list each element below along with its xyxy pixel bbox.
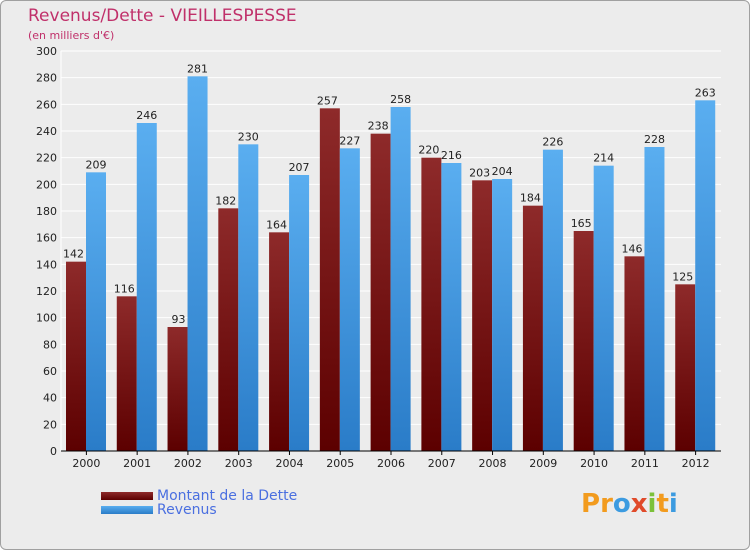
data-label-revenus-2002: 281 <box>187 62 208 75</box>
data-label-debt-2003: 182 <box>215 194 236 207</box>
y-tick-label: 120 <box>36 285 57 298</box>
legend-item-revenus: Revenus <box>101 502 217 518</box>
bar-revenus-2008 <box>492 179 513 451</box>
bar-revenus-2003 <box>238 144 259 452</box>
x-tick-label: 2002 <box>174 457 202 470</box>
data-label-debt-2001: 116 <box>114 282 135 295</box>
y-tick-label: 260 <box>36 98 57 111</box>
x-tick-label: 2008 <box>479 457 507 470</box>
chart-subtitle: (en milliers d'€) <box>28 29 115 42</box>
y-tick-label: 40 <box>43 392 57 405</box>
data-label-revenus-2001: 246 <box>136 109 157 122</box>
y-tick-label: 240 <box>36 125 57 138</box>
data-label-debt-2008: 203 <box>469 166 490 179</box>
data-label-debt-2010: 165 <box>571 217 592 230</box>
bar-revenus-2011 <box>644 147 665 451</box>
y-tick-label: 0 <box>50 445 57 458</box>
bar-revenus-2009 <box>542 149 563 451</box>
data-label-debt-2009: 184 <box>520 192 541 205</box>
x-tick-label: 2004 <box>275 457 303 470</box>
data-label-debt-2004: 164 <box>266 218 287 231</box>
bar-debt-2009 <box>522 205 543 451</box>
bar-revenus-2004 <box>289 175 310 451</box>
data-label-debt-2006: 238 <box>368 120 389 133</box>
data-label-debt-2002: 93 <box>172 313 186 326</box>
bar-debt-2008 <box>472 180 493 452</box>
data-label-revenus-2003: 230 <box>238 130 259 143</box>
bars <box>66 76 716 452</box>
data-label-revenus-2012: 263 <box>695 86 716 99</box>
x-tick-label: 2003 <box>225 457 253 470</box>
data-label-revenus-2000: 209 <box>86 158 107 171</box>
chart-title: Revenus/Dette - VIEILLESPESSE <box>28 6 297 26</box>
data-label-revenus-2005: 227 <box>339 134 360 147</box>
bar-revenus-2000 <box>86 172 106 452</box>
bar-debt-2005 <box>319 108 340 451</box>
y-tick-label: 60 <box>43 365 57 378</box>
data-label-revenus-2008: 204 <box>492 165 513 178</box>
bar-debt-2000 <box>66 261 86 451</box>
data-label-debt-2007: 220 <box>418 144 439 157</box>
bar-revenus-2005 <box>339 148 360 452</box>
legend-label-dette: Montant de la Dette <box>157 488 298 504</box>
y-tick-label: 220 <box>36 152 57 165</box>
data-label-debt-2000: 142 <box>63 248 84 261</box>
x-tick-label: 2012 <box>682 457 710 470</box>
x-tick-label: 2005 <box>326 457 354 470</box>
x-tick-label: 2000 <box>72 457 100 470</box>
y-tick-label: 300 <box>36 45 57 58</box>
bar-debt-2001 <box>116 296 137 451</box>
data-labels: 142 209 116 246 93 281 182 230 164 207 257 227 238 25… <box>63 62 716 326</box>
bar-debt-2010 <box>573 231 594 451</box>
bar-debt-2002 <box>167 327 188 451</box>
legend-swatch-revenus <box>101 506 153 514</box>
bar-debt-2012 <box>675 284 696 451</box>
y-tick-label: 20 <box>43 418 57 431</box>
bar-debt-2004 <box>269 232 290 451</box>
y-tick-label: 200 <box>36 178 57 191</box>
x-tick-label: 2006 <box>377 457 405 470</box>
data-label-debt-2011: 146 <box>621 242 642 255</box>
bar-debt-2006 <box>370 133 391 451</box>
y-tick-label: 140 <box>36 258 57 271</box>
x-tick-label: 2007 <box>428 457 456 470</box>
bar-revenus-2002 <box>187 76 208 451</box>
y-tick-label: 80 <box>43 338 57 351</box>
data-label-revenus-2007: 216 <box>441 149 462 162</box>
x-tick-label: 2010 <box>580 457 608 470</box>
x-tick-label: 2011 <box>631 457 659 470</box>
x-tick-label: 2001 <box>123 457 151 470</box>
legend-label-revenus: Revenus <box>157 502 217 518</box>
x-axis-ticks: 2000 2001 2002 2003 2004 2005 2006 2007 2008 2009… <box>72 451 710 470</box>
data-label-revenus-2009: 226 <box>542 136 563 149</box>
legend-swatch-dette <box>101 492 153 500</box>
y-tick-label: 180 <box>36 205 57 218</box>
proxiti-logo: Proxiti <box>581 489 678 519</box>
bar-debt-2003 <box>218 208 239 451</box>
bar-revenus-2007 <box>441 163 462 451</box>
bar-debt-2011 <box>624 256 645 451</box>
bar-revenus-2006 <box>390 107 411 451</box>
bar-revenus-2001 <box>136 123 157 451</box>
y-tick-label: 280 <box>36 72 57 85</box>
data-label-debt-2012: 125 <box>672 270 693 283</box>
bar-debt-2007 <box>421 157 442 451</box>
bar-revenus-2012 <box>695 100 716 451</box>
data-label-revenus-2011: 228 <box>644 133 665 146</box>
y-tick-label: 160 <box>36 232 57 245</box>
y-tick-label: 100 <box>36 312 57 325</box>
data-label-revenus-2010: 214 <box>593 152 614 165</box>
data-label-debt-2005: 257 <box>317 94 338 107</box>
data-label-revenus-2006: 258 <box>390 93 411 106</box>
data-label-revenus-2004: 207 <box>289 161 310 174</box>
bar-revenus-2010 <box>593 165 614 451</box>
legend-item-dette: Montant de la Dette <box>101 488 298 504</box>
y-axis-ticks: 0 20 40 60 80 100 120 140 160 180 200 220 240 260 280 3… <box>36 45 57 458</box>
x-tick-label: 2009 <box>529 457 557 470</box>
